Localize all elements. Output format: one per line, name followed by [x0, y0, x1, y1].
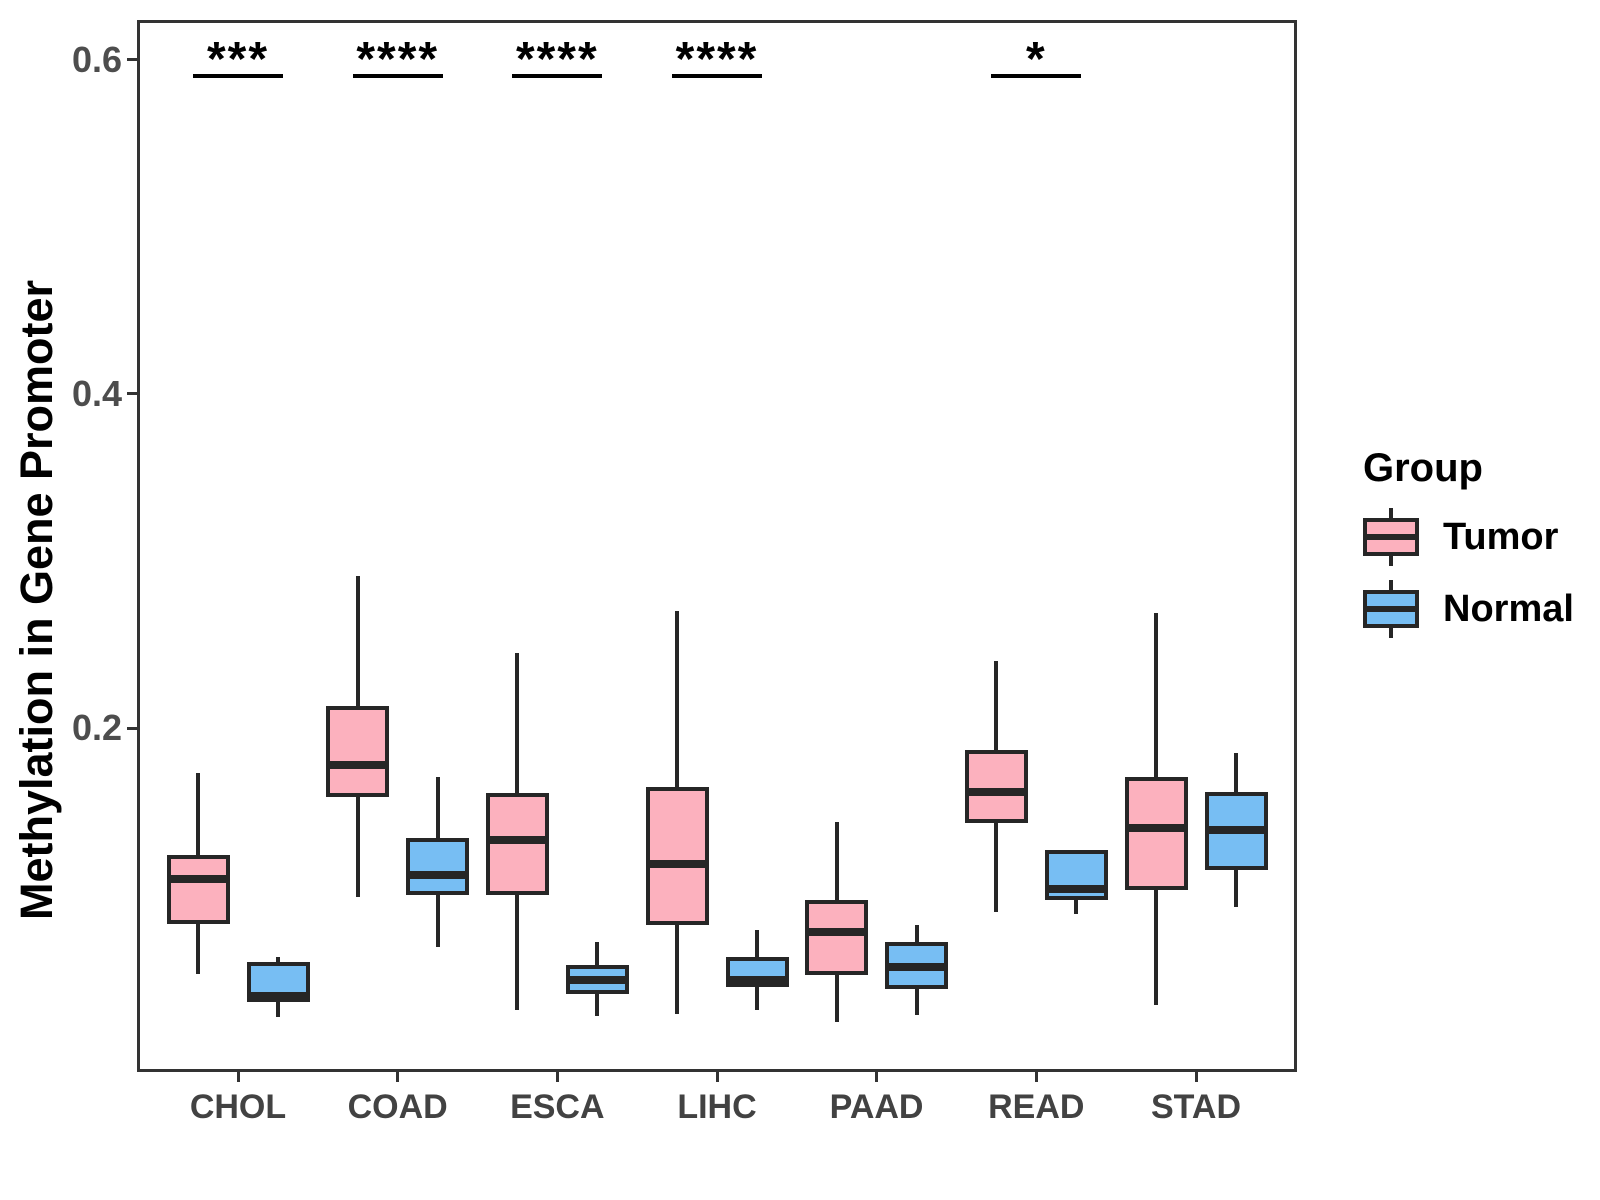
- box-LIHC-tumor: [645, 786, 709, 926]
- x-tick: [1034, 1072, 1038, 1082]
- median-CHOL-normal: [246, 991, 310, 1000]
- y-tick-label: 0.2: [71, 707, 122, 749]
- significance-bar-READ: [991, 74, 1082, 78]
- median-ESCA-tumor: [485, 836, 549, 845]
- median-READ-tumor: [964, 787, 1028, 796]
- box-PAAD-tumor: [805, 900, 869, 976]
- key-median: [1363, 606, 1419, 612]
- legend-item-tumor: Tumor: [1363, 505, 1574, 569]
- legend: Group Tumor Normal: [1363, 446, 1574, 641]
- x-tick-label: COAD: [347, 1088, 448, 1126]
- x-tick-label: LIHC: [677, 1088, 757, 1126]
- normal-boxplot-key-icon: [1363, 577, 1419, 641]
- y-tick: [127, 392, 137, 396]
- x-tick-label: CHOL: [189, 1088, 287, 1126]
- median-LIHC-tumor: [645, 859, 709, 868]
- x-tick: [875, 1072, 879, 1082]
- significance-stars-READ: *: [1025, 33, 1047, 86]
- significance-stars-CHOL: ***: [206, 33, 270, 86]
- significance-stars-LIHC: ****: [675, 33, 759, 86]
- x-tick: [396, 1072, 400, 1082]
- x-tick-label: PAAD: [829, 1088, 924, 1126]
- x-tick: [1194, 1072, 1198, 1082]
- x-tick: [236, 1072, 240, 1082]
- y-tick: [127, 58, 137, 62]
- legend-label-tumor: Tumor: [1443, 515, 1559, 558]
- significance-bar-LIHC: [672, 74, 762, 78]
- box-CHOL-tumor: [166, 855, 230, 924]
- median-STAD-tumor: [1124, 824, 1188, 833]
- x-tick-label: ESCA: [510, 1088, 605, 1126]
- box-COAD-normal: [406, 838, 470, 896]
- legend-label-normal: Normal: [1443, 587, 1574, 630]
- median-ESCA-normal: [565, 976, 629, 985]
- box-COAD-tumor: [326, 706, 390, 797]
- y-tick: [127, 726, 137, 730]
- median-PAAD-normal: [885, 963, 949, 972]
- y-tick-label: 0.4: [71, 372, 122, 414]
- x-tick-label: READ: [988, 1088, 1085, 1126]
- significance-bar-COAD: [352, 74, 443, 78]
- box-STAD-tumor: [1124, 776, 1188, 891]
- box-READ-normal: [1044, 850, 1108, 901]
- legend-item-normal: Normal: [1363, 577, 1574, 641]
- box-ESCA-tumor: [485, 793, 549, 896]
- x-tick: [555, 1072, 559, 1082]
- significance-stars-ESCA: ****: [515, 33, 599, 86]
- median-COAD-normal: [406, 871, 470, 880]
- median-READ-normal: [1044, 884, 1108, 893]
- key-median: [1363, 534, 1419, 540]
- median-LIHC-normal: [725, 976, 789, 985]
- y-tick-label: 0.6: [71, 38, 122, 80]
- median-CHOL-tumor: [166, 874, 230, 883]
- median-PAAD-tumor: [805, 928, 869, 936]
- box-READ-tumor: [964, 749, 1028, 824]
- significance-stars-COAD: ****: [356, 33, 440, 86]
- median-STAD-normal: [1204, 826, 1268, 835]
- median-COAD-tumor: [326, 760, 390, 769]
- significance-bar-CHOL: [193, 74, 283, 78]
- plot-panel: [137, 20, 1297, 1072]
- x-tick: [715, 1072, 719, 1082]
- legend-title: Group: [1363, 446, 1483, 490]
- x-tick-label: STAD: [1150, 1088, 1242, 1126]
- tumor-boxplot-key-icon: [1363, 505, 1419, 569]
- significance-bar-ESCA: [512, 74, 603, 78]
